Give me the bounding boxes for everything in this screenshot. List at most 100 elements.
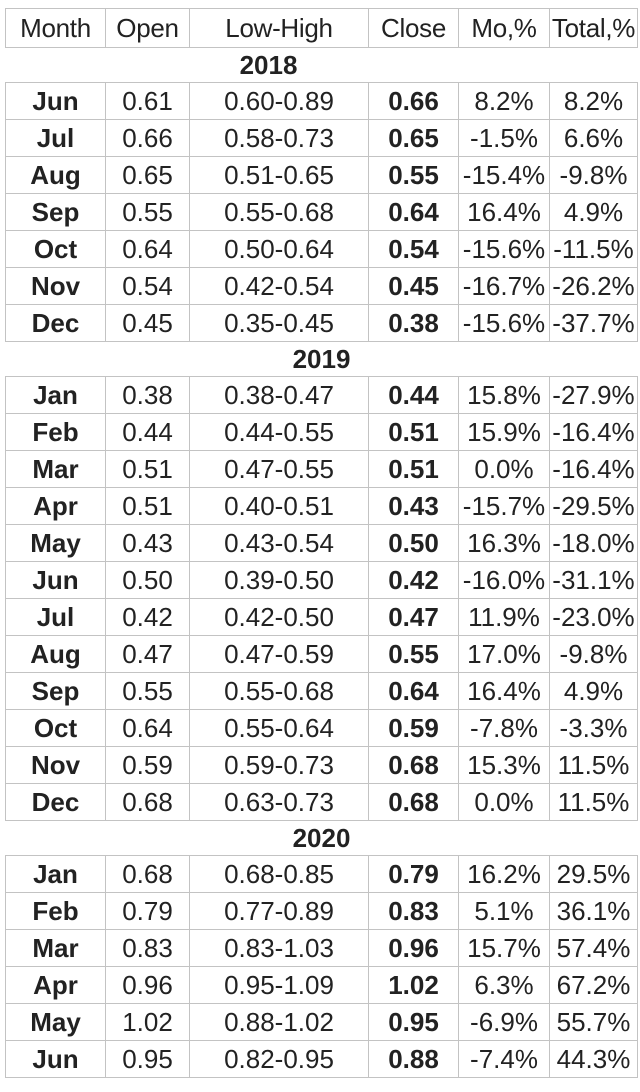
cell-month: Mar bbox=[5, 929, 106, 967]
year-label-cell: 2018 bbox=[5, 47, 638, 83]
cell-low-high: 0.51-0.65 bbox=[189, 156, 369, 194]
cell-open: 0.66 bbox=[105, 119, 190, 157]
cell-low-high: 0.47-0.59 bbox=[189, 635, 369, 673]
cell-low-high: 0.83-1.03 bbox=[189, 929, 369, 967]
cell-open: 0.38 bbox=[105, 376, 190, 414]
cell-month: Jan bbox=[5, 376, 106, 414]
cell-close: 0.59 bbox=[368, 709, 459, 747]
cell-low-high: 0.95-1.09 bbox=[189, 966, 369, 1004]
cell-close: 0.68 bbox=[368, 783, 459, 821]
cell-month: Oct bbox=[5, 230, 106, 268]
cell-total-pct: -26.2% bbox=[549, 267, 638, 305]
cell-mo-pct: -15.7% bbox=[458, 487, 550, 525]
cell-low-high: 0.59-0.73 bbox=[189, 746, 369, 784]
cell-total-pct: 67.2% bbox=[549, 966, 638, 1004]
cell-close: 0.43 bbox=[368, 487, 459, 525]
cell-low-high: 0.63-0.73 bbox=[189, 783, 369, 821]
cell-close: 1.02 bbox=[368, 966, 459, 1004]
cell-low-high: 0.44-0.55 bbox=[189, 413, 369, 451]
cell-mo-pct: 15.8% bbox=[458, 376, 550, 414]
cell-mo-pct: -7.8% bbox=[458, 709, 550, 747]
cell-mo-pct: 15.7% bbox=[458, 929, 550, 967]
cell-mo-pct: -6.9% bbox=[458, 1003, 550, 1041]
cell-close: 0.45 bbox=[368, 267, 459, 305]
cell-open: 0.55 bbox=[105, 193, 190, 231]
col-header-total-pct: Total,% bbox=[549, 8, 638, 48]
cell-open: 0.43 bbox=[105, 524, 190, 562]
cell-month: Apr bbox=[5, 487, 106, 525]
cell-mo-pct: 11.9% bbox=[458, 598, 550, 636]
table-row: Apr 0.96 0.95-1.09 1.02 6.3% 67.2% bbox=[5, 966, 638, 1004]
col-header-open: Open bbox=[105, 8, 190, 48]
cell-close: 0.51 bbox=[368, 413, 459, 451]
cell-total-pct: 57.4% bbox=[549, 929, 638, 967]
cell-month: Jun bbox=[5, 1040, 106, 1078]
cell-month: Nov bbox=[5, 267, 106, 305]
cell-low-high: 0.42-0.54 bbox=[189, 267, 369, 305]
cell-open: 0.59 bbox=[105, 746, 190, 784]
cell-open: 0.51 bbox=[105, 450, 190, 488]
table-row: Mar 0.83 0.83-1.03 0.96 15.7% 57.4% bbox=[5, 929, 638, 967]
year-section-row: 2018 bbox=[5, 47, 638, 83]
table-body: 2018 Jun 0.61 0.60-0.89 0.66 8.2% 8.2% Jul 0.66 0… bbox=[5, 47, 638, 1078]
cell-low-high: 0.88-1.02 bbox=[189, 1003, 369, 1041]
col-header-close: Close bbox=[368, 8, 459, 48]
cell-month: Apr bbox=[5, 966, 106, 1004]
cell-total-pct: 29.5% bbox=[549, 855, 638, 893]
cell-open: 0.96 bbox=[105, 966, 190, 1004]
cell-total-pct: -9.8% bbox=[549, 156, 638, 194]
cell-mo-pct: 16.4% bbox=[458, 672, 550, 710]
cell-month: Sep bbox=[5, 193, 106, 231]
cell-open: 0.47 bbox=[105, 635, 190, 673]
cell-month: Aug bbox=[5, 635, 106, 673]
cell-close: 0.65 bbox=[368, 119, 459, 157]
cell-mo-pct: -7.4% bbox=[458, 1040, 550, 1078]
cell-total-pct: -37.7% bbox=[549, 304, 638, 342]
cell-open: 0.51 bbox=[105, 487, 190, 525]
cell-low-high: 0.35-0.45 bbox=[189, 304, 369, 342]
cell-month: Sep bbox=[5, 672, 106, 710]
col-header-low-high: Low-High bbox=[189, 8, 369, 48]
table-row: Apr 0.51 0.40-0.51 0.43 -15.7% -29.5% bbox=[5, 487, 638, 525]
cell-close: 0.64 bbox=[368, 672, 459, 710]
table-row: Jun 0.95 0.82-0.95 0.88 -7.4% 44.3% bbox=[5, 1040, 638, 1078]
table-row: Jan 0.38 0.38-0.47 0.44 15.8% -27.9% bbox=[5, 376, 638, 414]
cell-month: Jul bbox=[5, 598, 106, 636]
cell-mo-pct: 0.0% bbox=[458, 783, 550, 821]
cell-close: 0.51 bbox=[368, 450, 459, 488]
cell-month: Feb bbox=[5, 413, 106, 451]
cell-low-high: 0.68-0.85 bbox=[189, 855, 369, 893]
cell-total-pct: -11.5% bbox=[549, 230, 638, 268]
cell-total-pct: 4.9% bbox=[549, 672, 638, 710]
cell-open: 0.95 bbox=[105, 1040, 190, 1078]
table-row: Oct 0.64 0.55-0.64 0.59 -7.8% -3.3% bbox=[5, 709, 638, 747]
cell-month: Feb bbox=[5, 892, 106, 930]
year-label-cell: 2020 bbox=[5, 820, 638, 856]
table-row: Feb 0.79 0.77-0.89 0.83 5.1% 36.1% bbox=[5, 892, 638, 930]
cell-open: 0.50 bbox=[105, 561, 190, 599]
cell-open: 0.55 bbox=[105, 672, 190, 710]
cell-total-pct: 36.1% bbox=[549, 892, 638, 930]
table-row: Dec 0.68 0.63-0.73 0.68 0.0% 11.5% bbox=[5, 783, 638, 821]
table-row: Sep 0.55 0.55-0.68 0.64 16.4% 4.9% bbox=[5, 672, 638, 710]
cell-close: 0.47 bbox=[368, 598, 459, 636]
cell-open: 0.42 bbox=[105, 598, 190, 636]
table-row: Mar 0.51 0.47-0.55 0.51 0.0% -16.4% bbox=[5, 450, 638, 488]
table-row: Feb 0.44 0.44-0.55 0.51 15.9% -16.4% bbox=[5, 413, 638, 451]
cell-close: 0.88 bbox=[368, 1040, 459, 1078]
table-row: Jun 0.50 0.39-0.50 0.42 -16.0% -31.1% bbox=[5, 561, 638, 599]
cell-close: 0.68 bbox=[368, 746, 459, 784]
cell-mo-pct: 5.1% bbox=[458, 892, 550, 930]
cell-open: 1.02 bbox=[105, 1003, 190, 1041]
cell-month: Dec bbox=[5, 783, 106, 821]
cell-low-high: 0.39-0.50 bbox=[189, 561, 369, 599]
table-row: May 0.43 0.43-0.54 0.50 16.3% -18.0% bbox=[5, 524, 638, 562]
cell-close: 0.54 bbox=[368, 230, 459, 268]
cell-close: 0.96 bbox=[368, 929, 459, 967]
cell-low-high: 0.82-0.95 bbox=[189, 1040, 369, 1078]
table-row: Jul 0.42 0.42-0.50 0.47 11.9% -23.0% bbox=[5, 598, 638, 636]
cell-mo-pct: -1.5% bbox=[458, 119, 550, 157]
cell-month: Dec bbox=[5, 304, 106, 342]
cell-mo-pct: 15.3% bbox=[458, 746, 550, 784]
cell-month: Oct bbox=[5, 709, 106, 747]
